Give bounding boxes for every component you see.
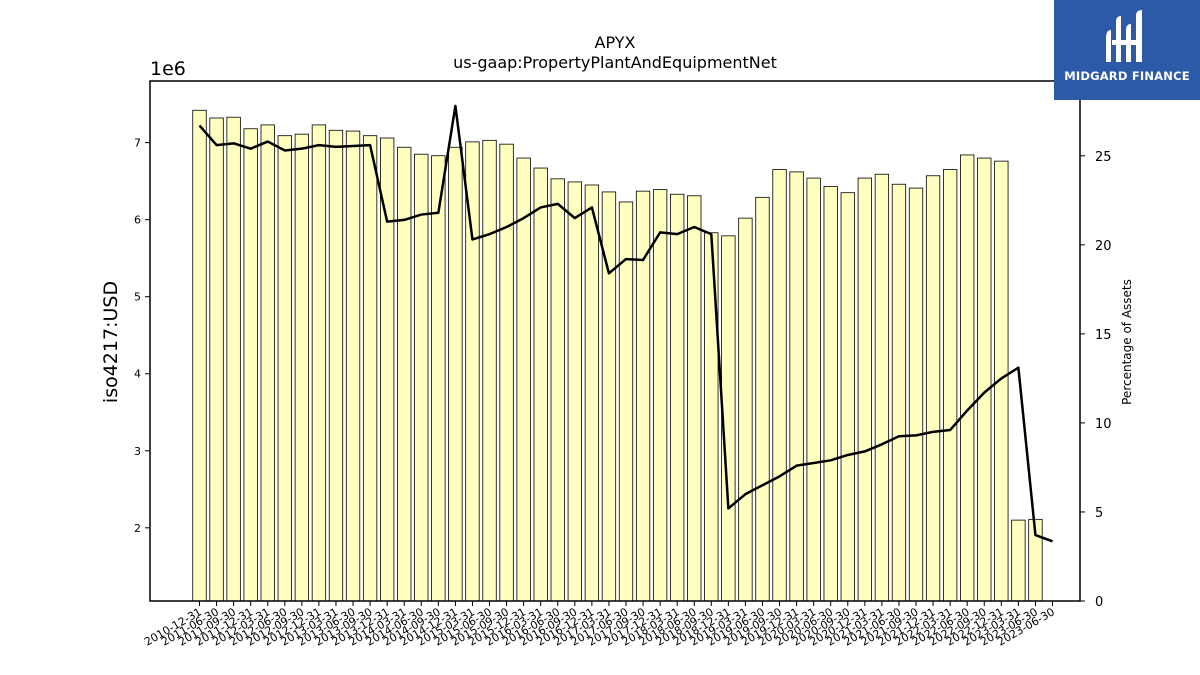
y-tick-label: 4 (134, 368, 141, 381)
y2-tick-label: 5 (1095, 506, 1103, 521)
bar (499, 143, 514, 602)
bar (448, 146, 463, 602)
bar (362, 135, 378, 602)
y2-tick-label: 20 (1095, 239, 1112, 254)
chart-title: APYX (595, 33, 636, 52)
bar (311, 124, 327, 602)
y2-axis-label: Percentage of Assets (1120, 279, 1134, 405)
bar (345, 130, 361, 602)
y-tick-label: 5 (134, 291, 141, 304)
bar (738, 217, 753, 602)
bar (670, 193, 685, 602)
bar (789, 171, 804, 602)
plot-frame (149, 80, 1081, 602)
y-axis-label: iso4217:USD (100, 281, 122, 403)
logo: MIDGARD FINANCE (1054, 0, 1200, 100)
bar (243, 128, 258, 602)
bar (380, 137, 395, 602)
bar (209, 117, 224, 602)
bar (550, 178, 565, 602)
bar (891, 183, 907, 602)
bar (925, 175, 941, 602)
y-tick-label: 2 (134, 522, 141, 535)
bar (328, 129, 344, 602)
y-tick-label: 6 (134, 214, 141, 227)
bar (431, 155, 446, 602)
bar (277, 135, 292, 602)
bar (840, 192, 855, 602)
bar (806, 177, 821, 602)
percentage-line (198, 104, 1053, 543)
bar (874, 173, 890, 602)
bar (516, 157, 531, 602)
bar (397, 146, 412, 602)
bar (482, 139, 497, 602)
bar (772, 169, 787, 602)
bar (260, 124, 275, 602)
bar (942, 169, 958, 602)
bar (192, 109, 207, 602)
logo-mark-icon (1106, 10, 1142, 62)
bar (687, 195, 702, 602)
axes: 23456705101520252010-12-312011-06-302011… (134, 80, 1112, 649)
bar (533, 167, 548, 602)
y2-tick-label: 15 (1095, 328, 1112, 343)
bar (908, 187, 924, 602)
bar (977, 157, 992, 602)
percentage-line-group (198, 104, 1053, 543)
bar (584, 184, 600, 602)
bar (294, 133, 310, 602)
bar (226, 116, 241, 602)
y-tick-label: 7 (134, 137, 141, 150)
bar (567, 181, 582, 602)
bar (652, 189, 668, 602)
y-tick-label: 3 (134, 445, 141, 458)
y-offset-label: 1e6 (150, 58, 186, 80)
y2-tick-label: 10 (1095, 417, 1112, 432)
y2-tick-label: 25 (1095, 150, 1112, 165)
bar (704, 232, 719, 602)
bar (960, 154, 975, 602)
y2-tick-label: 0 (1095, 595, 1103, 610)
bar (414, 153, 429, 602)
bar (1011, 519, 1026, 602)
bar (755, 196, 770, 602)
chart-subtitle: us-gaap:PropertyPlantAndEquipmentNet (453, 53, 777, 72)
bar (823, 186, 838, 602)
logo-text: MIDGARD FINANCE (1064, 69, 1190, 83)
bar (857, 177, 872, 602)
bar-group (192, 109, 1043, 602)
